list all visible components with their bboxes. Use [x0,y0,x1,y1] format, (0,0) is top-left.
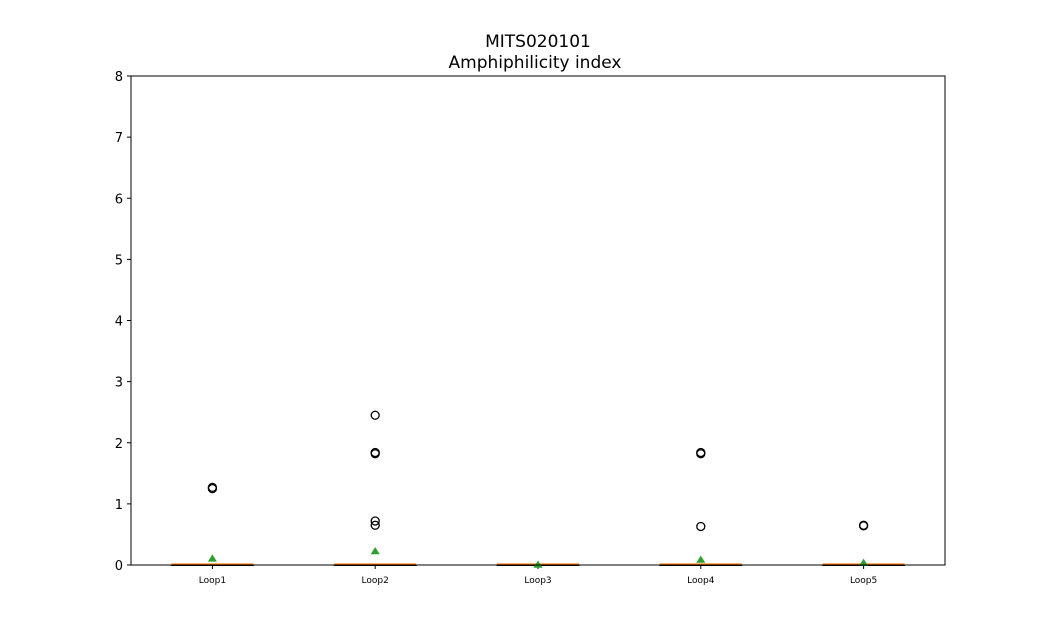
chart-title: MITS020101 [485,32,591,52]
outlier-point [370,516,380,526]
y-tick-label: 3 [115,376,123,391]
y-tick-label: 1 [115,498,123,513]
y-tick-label: 4 [115,315,123,330]
mean-marker [859,558,869,566]
box-loop5 [822,520,906,566]
x-tick-label: Loop3 [524,576,551,586]
y-tick-label: 6 [115,192,123,207]
x-tick-label: Loop1 [199,576,226,586]
mean-marker [533,560,543,568]
x-tick-label: Loop2 [362,576,389,586]
outlier-point [370,449,380,459]
box-loop3 [496,560,580,568]
outlier-point [858,521,869,531]
mean-marker [370,547,380,555]
plot-frame [130,75,946,566]
box-loop4 [659,447,743,566]
boxplot-series [170,410,906,568]
box-loop1 [170,482,254,566]
x-axis-ticks: Loop1 Loop2 Loop3 Loop4 Loop5 [199,565,877,586]
outlier-point [696,449,706,459]
y-axis-ticks: 0 1 2 3 4 5 6 7 8 [115,70,131,574]
outlier-point [696,521,706,532]
x-tick-label: Loop4 [687,576,715,586]
y-tick-label: 8 [115,70,123,85]
y-tick-label: 5 [115,253,123,268]
box-loop2 [333,410,417,566]
y-tick-label: 0 [115,559,123,574]
mean-marker [696,555,706,563]
chart-subtitle: Amphiphilicity index [449,53,622,73]
outlier-point [370,410,380,420]
x-tick-label: Loop5 [850,576,877,586]
y-tick-label: 2 [115,437,123,452]
mean-marker [207,554,217,562]
y-tick-label: 7 [115,131,123,146]
outlier-point [207,482,218,493]
outlier-point [370,520,380,530]
